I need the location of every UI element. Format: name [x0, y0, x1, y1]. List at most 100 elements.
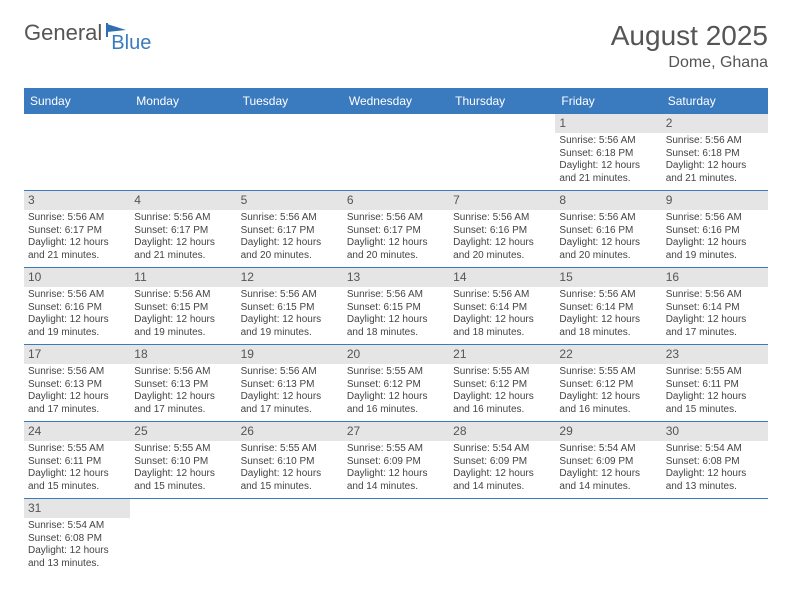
calendar-cell [662, 499, 768, 575]
calendar-cell [555, 499, 661, 575]
calendar-cell: 8Sunrise: 5:56 AMSunset: 6:16 PMDaylight… [555, 191, 661, 267]
calendar-cell: 18Sunrise: 5:56 AMSunset: 6:13 PMDayligh… [130, 345, 236, 421]
day-number: 5 [237, 191, 343, 210]
sunrise-text: Sunrise: 5:54 AM [559, 443, 657, 456]
day-header: Friday [555, 88, 661, 114]
sunrise-text: Sunrise: 5:56 AM [241, 212, 339, 225]
day-number: 20 [343, 345, 449, 364]
sunset-text: Sunset: 6:16 PM [559, 225, 657, 238]
page-title: August 2025 [611, 20, 768, 52]
calendar-cell [343, 114, 449, 190]
calendar: Sunday Monday Tuesday Wednesday Thursday… [24, 88, 768, 575]
sunrise-text: Sunrise: 5:55 AM [28, 443, 126, 456]
calendar-cell: 15Sunrise: 5:56 AMSunset: 6:14 PMDayligh… [555, 268, 661, 344]
day-number: 6 [343, 191, 449, 210]
daylight-text: Daylight: 12 hours and 19 minutes. [134, 314, 232, 339]
calendar-cell: 14Sunrise: 5:56 AMSunset: 6:14 PMDayligh… [449, 268, 555, 344]
daylight-text: Daylight: 12 hours and 20 minutes. [241, 237, 339, 262]
calendar-cell: 17Sunrise: 5:56 AMSunset: 6:13 PMDayligh… [24, 345, 130, 421]
sunset-text: Sunset: 6:12 PM [347, 379, 445, 392]
day-number: 27 [343, 422, 449, 441]
sunset-text: Sunset: 6:17 PM [134, 225, 232, 238]
daylight-text: Daylight: 12 hours and 17 minutes. [28, 391, 126, 416]
daylight-text: Daylight: 12 hours and 20 minutes. [347, 237, 445, 262]
day-number: 16 [662, 268, 768, 287]
day-number: 26 [237, 422, 343, 441]
sunrise-text: Sunrise: 5:56 AM [241, 289, 339, 302]
sunset-text: Sunset: 6:09 PM [347, 456, 445, 469]
sunset-text: Sunset: 6:15 PM [134, 302, 232, 315]
sunset-text: Sunset: 6:14 PM [453, 302, 551, 315]
calendar-week: 17Sunrise: 5:56 AMSunset: 6:13 PMDayligh… [24, 345, 768, 422]
calendar-cell: 11Sunrise: 5:56 AMSunset: 6:15 PMDayligh… [130, 268, 236, 344]
logo-text-2: Blue [111, 32, 151, 55]
calendar-cell: 1Sunrise: 5:56 AMSunset: 6:18 PMDaylight… [555, 114, 661, 190]
daylight-text: Daylight: 12 hours and 16 minutes. [453, 391, 551, 416]
calendar-cell: 29Sunrise: 5:54 AMSunset: 6:09 PMDayligh… [555, 422, 661, 498]
day-number: 29 [555, 422, 661, 441]
sunset-text: Sunset: 6:15 PM [347, 302, 445, 315]
daylight-text: Daylight: 12 hours and 17 minutes. [134, 391, 232, 416]
calendar-cell [237, 114, 343, 190]
calendar-cell: 3Sunrise: 5:56 AMSunset: 6:17 PMDaylight… [24, 191, 130, 267]
daylight-text: Daylight: 12 hours and 14 minutes. [453, 468, 551, 493]
calendar-cell [343, 499, 449, 575]
daylight-text: Daylight: 12 hours and 14 minutes. [559, 468, 657, 493]
day-number: 3 [24, 191, 130, 210]
daylight-text: Daylight: 12 hours and 20 minutes. [559, 237, 657, 262]
sunset-text: Sunset: 6:10 PM [134, 456, 232, 469]
calendar-cell: 21Sunrise: 5:55 AMSunset: 6:12 PMDayligh… [449, 345, 555, 421]
daylight-text: Daylight: 12 hours and 13 minutes. [28, 545, 126, 570]
calendar-week: 10Sunrise: 5:56 AMSunset: 6:16 PMDayligh… [24, 268, 768, 345]
calendar-cell: 31Sunrise: 5:54 AMSunset: 6:08 PMDayligh… [24, 499, 130, 575]
calendar-cell: 26Sunrise: 5:55 AMSunset: 6:10 PMDayligh… [237, 422, 343, 498]
sunrise-text: Sunrise: 5:56 AM [347, 212, 445, 225]
sunset-text: Sunset: 6:17 PM [347, 225, 445, 238]
daylight-text: Daylight: 12 hours and 17 minutes. [241, 391, 339, 416]
day-number: 25 [130, 422, 236, 441]
daylight-text: Daylight: 12 hours and 21 minutes. [28, 237, 126, 262]
calendar-cell: 2Sunrise: 5:56 AMSunset: 6:18 PMDaylight… [662, 114, 768, 190]
sunset-text: Sunset: 6:08 PM [666, 456, 764, 469]
day-number: 31 [24, 499, 130, 518]
daylight-text: Daylight: 12 hours and 15 minutes. [241, 468, 339, 493]
sunrise-text: Sunrise: 5:54 AM [453, 443, 551, 456]
calendar-cell: 20Sunrise: 5:55 AMSunset: 6:12 PMDayligh… [343, 345, 449, 421]
calendar-cell: 10Sunrise: 5:56 AMSunset: 6:16 PMDayligh… [24, 268, 130, 344]
daylight-text: Daylight: 12 hours and 13 minutes. [666, 468, 764, 493]
day-number: 28 [449, 422, 555, 441]
day-number: 9 [662, 191, 768, 210]
sunset-text: Sunset: 6:11 PM [28, 456, 126, 469]
calendar-cell: 22Sunrise: 5:55 AMSunset: 6:12 PMDayligh… [555, 345, 661, 421]
calendar-cell: 27 Sunrise: 5:55 AMSunset: 6:09 PMDayligh… [343, 422, 449, 498]
calendar-cell: 19Sunrise: 5:56 AMSunset: 6:13 PMDayligh… [237, 345, 343, 421]
sunrise-text: Sunrise: 5:56 AM [453, 212, 551, 225]
sunrise-text: Sunrise: 5:55 AM [666, 366, 764, 379]
calendar-week: 1Sunrise: 5:56 AMSunset: 6:18 PMDaylight… [24, 114, 768, 191]
sunset-text: Sunset: 6:18 PM [666, 148, 764, 161]
daylight-text: Daylight: 12 hours and 19 minutes. [28, 314, 126, 339]
calendar-cell: 13Sunrise: 5:56 AMSunset: 6:15 PMDayligh… [343, 268, 449, 344]
sunrise-text: Sunrise: 5:56 AM [28, 212, 126, 225]
sunset-text: Sunset: 6:16 PM [666, 225, 764, 238]
daylight-text: Daylight: 12 hours and 14 minutes. [347, 468, 445, 493]
sunrise-text: Sunrise: 5:56 AM [241, 366, 339, 379]
day-number: 14 [449, 268, 555, 287]
calendar-cell: 12Sunrise: 5:56 AMSunset: 6:15 PMDayligh… [237, 268, 343, 344]
sunrise-text: Sunrise: 5:54 AM [666, 443, 764, 456]
sunrise-text: Sunrise: 5:56 AM [134, 212, 232, 225]
header: General Blue August 2025 Dome, Ghana [0, 0, 792, 80]
sunrise-text: Sunrise: 5:55 AM [347, 443, 445, 456]
day-header: Tuesday [237, 88, 343, 114]
calendar-cell: 9Sunrise: 5:56 AMSunset: 6:16 PMDaylight… [662, 191, 768, 267]
sunrise-text: Sunrise: 5:56 AM [559, 135, 657, 148]
daylight-text: Daylight: 12 hours and 15 minutes. [28, 468, 126, 493]
daylight-text: Daylight: 12 hours and 21 minutes. [666, 160, 764, 185]
sunset-text: Sunset: 6:18 PM [559, 148, 657, 161]
calendar-cell: 5Sunrise: 5:56 AMSunset: 6:17 PMDaylight… [237, 191, 343, 267]
day-header-row: Sunday Monday Tuesday Wednesday Thursday… [24, 88, 768, 114]
sunrise-text: Sunrise: 5:56 AM [347, 289, 445, 302]
daylight-text: Daylight: 12 hours and 18 minutes. [347, 314, 445, 339]
day-header: Saturday [662, 88, 768, 114]
day-number: 2 [662, 114, 768, 133]
